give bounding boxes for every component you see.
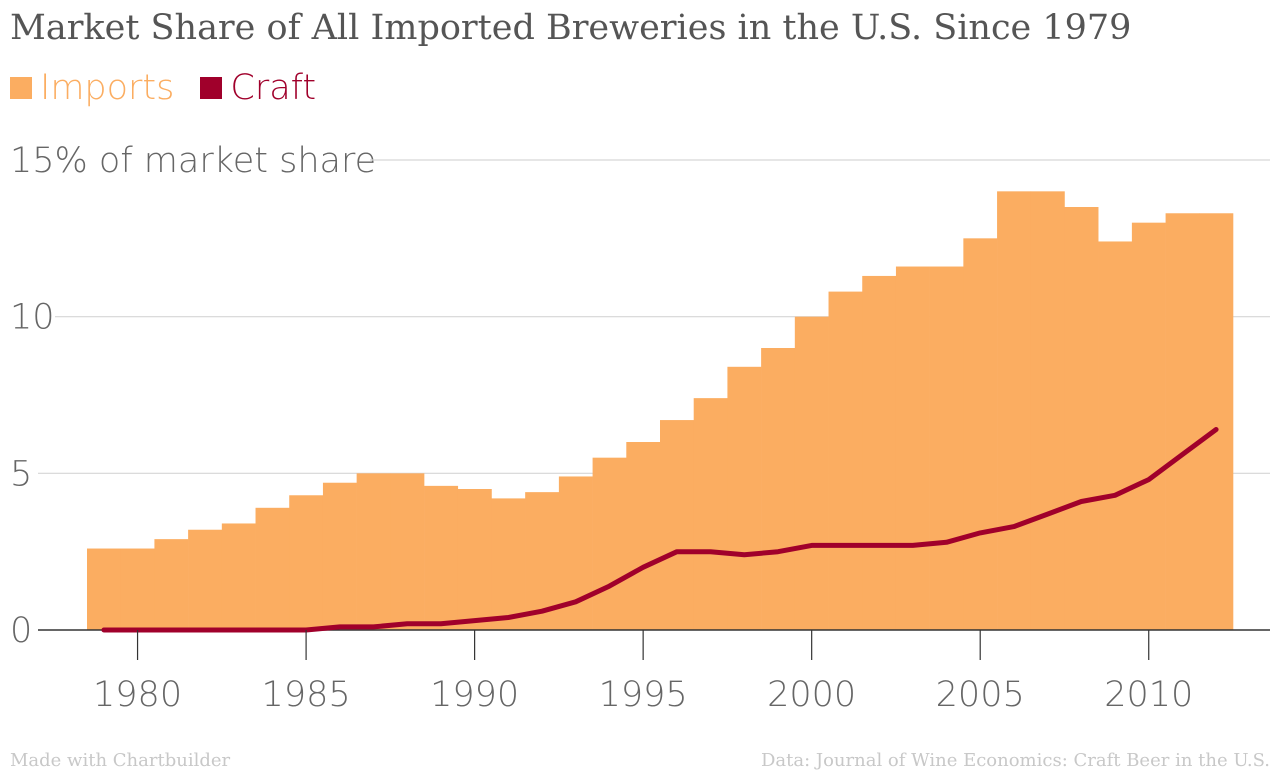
imports-bar <box>929 266 964 630</box>
y-tick-label: 0 <box>10 611 32 651</box>
chart-title: Market Share of All Imported Breweries i… <box>10 8 1132 48</box>
x-tick-label: 1995 <box>599 675 688 715</box>
imports-bar <box>1199 213 1234 630</box>
imports-bar <box>356 473 391 630</box>
imports-bar <box>457 489 492 630</box>
imports-bar <box>154 539 189 630</box>
imports-bar <box>1030 191 1065 631</box>
imports-bar <box>1131 222 1166 630</box>
imports-bar <box>895 266 930 630</box>
imports-bar <box>390 473 425 630</box>
imports-bar <box>1165 213 1200 630</box>
imports-bar <box>289 495 324 630</box>
imports-bar <box>660 420 695 630</box>
x-tick-label: 1985 <box>262 675 351 715</box>
imports-bar <box>120 548 155 630</box>
imports-bar <box>1064 207 1099 630</box>
imports-bar <box>693 398 728 630</box>
legend-label-imports: Imports <box>40 68 175 108</box>
legend-swatch-craft <box>200 77 223 99</box>
x-tick-label: 2005 <box>936 675 1025 715</box>
y-tick-label: 10 <box>10 298 55 338</box>
x-tick-label: 2010 <box>1104 675 1193 715</box>
chart-legend: Imports Craft <box>10 68 342 108</box>
imports-bar <box>862 275 897 630</box>
y-tick-label: 5 <box>10 454 32 494</box>
imports-bar <box>424 485 459 630</box>
footer-credit: Made with Chartbuilder <box>10 750 231 771</box>
imports-bar <box>491 498 526 630</box>
x-tick-label: 1980 <box>93 675 182 715</box>
imports-bar <box>963 238 998 631</box>
craft-line <box>101 427 1219 633</box>
imports-bar <box>828 291 863 630</box>
imports-bar <box>1098 241 1133 630</box>
x-tick-label: 1990 <box>430 675 519 715</box>
imports-bar <box>592 457 627 630</box>
imports-bar <box>188 529 223 630</box>
x-tick-label: 2000 <box>767 675 856 715</box>
imports-bar <box>794 316 829 630</box>
imports-bar <box>626 442 661 630</box>
imports-bar <box>322 482 357 630</box>
legend-item-craft: Craft <box>200 68 316 108</box>
legend-item-imports: Imports <box>10 68 174 108</box>
footer-source: Data: Journal of Wine Economics: Craft B… <box>760 750 1270 771</box>
imports-bar <box>87 548 122 630</box>
imports-bar <box>727 366 762 630</box>
imports-bar <box>997 191 1032 631</box>
legend-swatch-imports <box>10 77 32 99</box>
imports-bar <box>221 523 256 630</box>
legend-label-craft: Craft <box>230 68 317 108</box>
y-tick-label: 15% of market share <box>10 141 376 181</box>
imports-bar <box>761 348 796 630</box>
imports-bar <box>255 507 290 630</box>
